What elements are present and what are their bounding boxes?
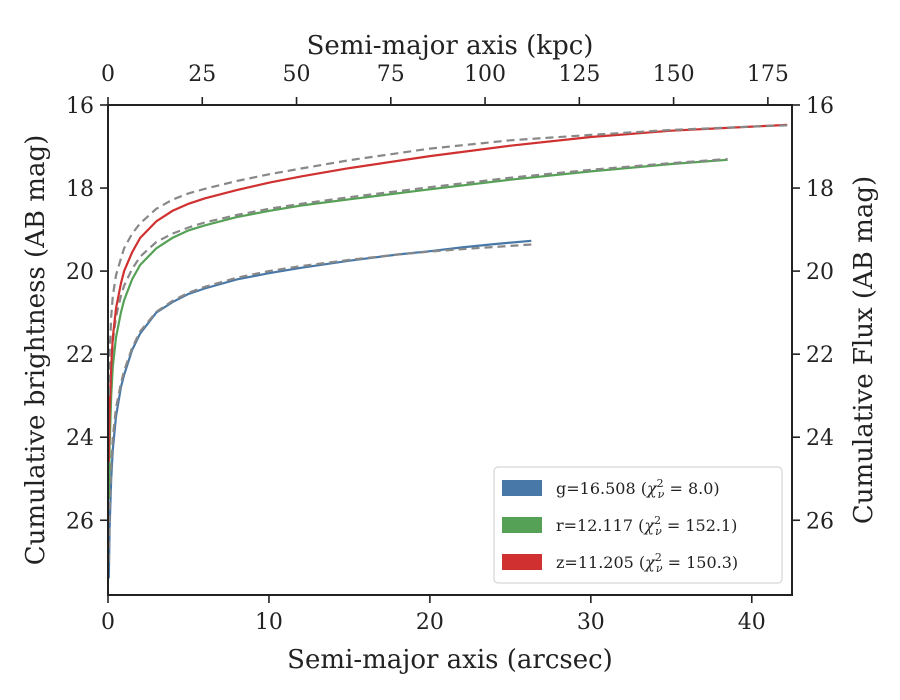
right-y-tick-label: 18: [806, 177, 834, 202]
top-x-tick-label: 175: [747, 62, 789, 87]
top-x-tick-label: 100: [464, 62, 506, 87]
right-y-tick-label: 20: [806, 260, 834, 285]
y-axis-label: Cumulative brightness (AB mag): [21, 135, 51, 566]
right-y-tick-label: 24: [806, 426, 834, 451]
top-x-tick-label: 0: [101, 62, 115, 87]
x-tick-label: 0: [101, 610, 115, 635]
series-line-z: [108, 123, 788, 463]
right-y-tick-label: 26: [806, 509, 834, 534]
right-y-tick-label: 22: [806, 343, 834, 368]
y-tick-label: 18: [66, 177, 94, 202]
model-line-g: [108, 243, 532, 562]
bottom-x-ticks: 0 10 20 30 40: [101, 595, 766, 635]
x-tick-label: 10: [255, 610, 283, 635]
legend-label-z: z=11.205 (χ2 ν = 150.3): [556, 551, 738, 575]
y-tick-label: 24: [66, 426, 94, 451]
y-tick-label: 22: [66, 343, 94, 368]
right-y-ticks: 16 18 20 22 24 26: [792, 94, 834, 534]
top-x-tick-label: 125: [558, 62, 600, 87]
model-line-r: [108, 157, 728, 459]
top-x-axis-label: Semi-major axis (kpc): [307, 31, 594, 61]
legend-box: [493, 466, 783, 584]
model-line-z: [108, 124, 788, 396]
series-line-r: [108, 158, 728, 500]
right-y-tick-label: 16: [806, 94, 834, 119]
y-tick-label: 16: [66, 94, 94, 119]
top-x-tick-label: 150: [653, 62, 695, 87]
legend: g=16.508 (χ2 ν = 8.0) r=12.117 (χ2 ν = 152…: [493, 466, 783, 584]
plot-frame: [107, 104, 793, 596]
legend-swatch-g: [502, 480, 542, 496]
left-y-ticks: 16 18 20 22 24 26: [66, 94, 108, 534]
legend-label-r: r=12.117 (χ2 ν = 152.1): [556, 514, 737, 538]
curves-layer: [108, 123, 788, 579]
x-tick-label: 40: [738, 610, 766, 635]
legend-swatch-r: [502, 517, 542, 533]
y-tick-label: 26: [66, 509, 94, 534]
x-tick-label: 30: [577, 610, 605, 635]
series-line-g: [108, 239, 532, 579]
x-axis-label: Semi-major axis (arcsec): [287, 645, 613, 675]
x-tick-label: 20: [416, 610, 444, 635]
top-x-tick-label: 25: [188, 62, 216, 87]
legend-label-g: g=16.508 (χ2 ν = 8.0): [556, 477, 720, 501]
legend-swatch-z: [502, 554, 542, 570]
top-x-tick-label: 50: [283, 62, 311, 87]
top-x-ticks: 0 25 50 75 100 125 150 175: [101, 62, 789, 105]
top-x-tick-label: 75: [377, 62, 405, 87]
right-y-axis-label: Cumulative Flux (AB mag): [849, 176, 879, 524]
y-tick-label: 20: [66, 260, 94, 285]
